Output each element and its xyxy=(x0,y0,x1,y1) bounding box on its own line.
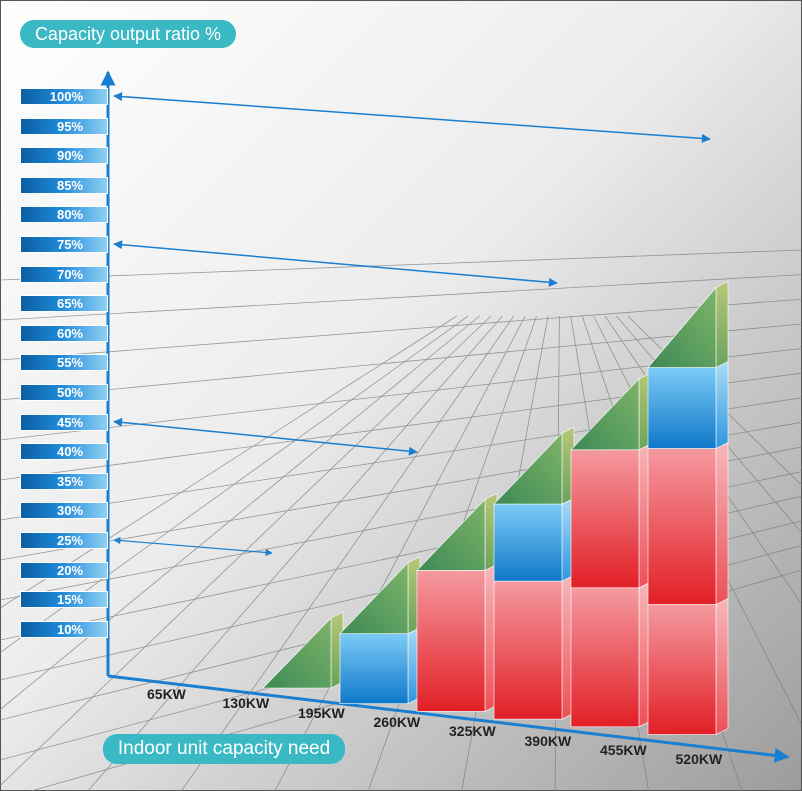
bar-segment-green xyxy=(339,561,409,634)
bar-segment-green xyxy=(416,498,486,571)
y-tick-label: 90% xyxy=(20,147,108,165)
y-tick-label: 100% xyxy=(20,88,108,105)
bar-segment-green xyxy=(262,617,332,689)
grid-line xyxy=(0,323,802,401)
ratio-arrow xyxy=(113,92,711,143)
grid-line xyxy=(87,315,503,791)
bar-segment-green xyxy=(570,378,640,451)
y-tick-label: 75% xyxy=(20,236,108,253)
y-tick-label: 85% xyxy=(20,176,108,194)
x-tick-label: 130KW xyxy=(222,695,270,712)
x-tick-label: 520KW xyxy=(675,751,723,768)
y-tick-label: 35% xyxy=(20,472,108,490)
bars-3d xyxy=(262,281,729,735)
bar-segment-red xyxy=(647,448,717,605)
y-tick-label: 70% xyxy=(20,265,108,283)
y-tick-label: 55% xyxy=(20,354,108,372)
y-tick-label: 65% xyxy=(20,295,108,313)
y-tick-label: 50% xyxy=(20,384,108,401)
y-tick-label: 45% xyxy=(20,413,108,431)
x-axis xyxy=(107,674,790,763)
y-tick-label: 25% xyxy=(20,532,108,549)
bar-segment-red xyxy=(647,604,717,735)
x-axis-label: Indoor unit capacity need xyxy=(103,734,345,764)
bar-segment-blue xyxy=(647,367,717,449)
y-tick-label: 20% xyxy=(20,561,108,579)
ratio-arrows xyxy=(113,92,711,557)
x-tick-label: 195KW xyxy=(298,704,345,721)
y-tick-label: 95% xyxy=(20,117,108,135)
bar-segment-blue xyxy=(493,503,563,582)
bar-segment-red xyxy=(416,570,486,712)
grid-line xyxy=(0,315,458,609)
bar-segment-green xyxy=(493,432,563,505)
x-tick-label: 325KW xyxy=(449,723,496,740)
bar-segment-red xyxy=(493,580,563,720)
x-tick-label: 260KW xyxy=(373,713,421,730)
bar-segment-red xyxy=(570,587,640,728)
grid-line xyxy=(0,315,469,654)
ratio-arrow xyxy=(113,536,273,557)
bar-segment-blue-side xyxy=(715,361,729,449)
ratio-arrow xyxy=(113,240,558,287)
y-tick-label: 80% xyxy=(20,206,108,224)
grid-line xyxy=(0,298,802,361)
x-tick-label: 455KW xyxy=(600,741,647,758)
bar-segment-green xyxy=(647,286,717,368)
y-tick-label: 40% xyxy=(20,443,108,461)
bar-segment-blue xyxy=(339,633,409,705)
grid-line xyxy=(180,315,515,791)
chart-title: Capacity output ratio % xyxy=(20,20,236,48)
ratio-arrow xyxy=(113,417,418,456)
grid-line xyxy=(0,315,492,787)
grid-line xyxy=(274,315,526,791)
x-tick-label: 65KW xyxy=(147,686,186,702)
bar-segment-red-side xyxy=(715,442,729,605)
y-tick-label: 60% xyxy=(20,324,108,342)
bar-segment-red xyxy=(570,449,640,589)
bar-segment-green-side xyxy=(715,281,729,368)
y-tick-label: 15% xyxy=(20,591,108,609)
x-tick-label: 390KW xyxy=(524,732,572,749)
y-tick-label: 10% xyxy=(20,620,108,638)
bar-segment-red-side xyxy=(715,598,729,735)
grid-line xyxy=(0,274,802,321)
y-tick-label: 30% xyxy=(20,502,108,520)
